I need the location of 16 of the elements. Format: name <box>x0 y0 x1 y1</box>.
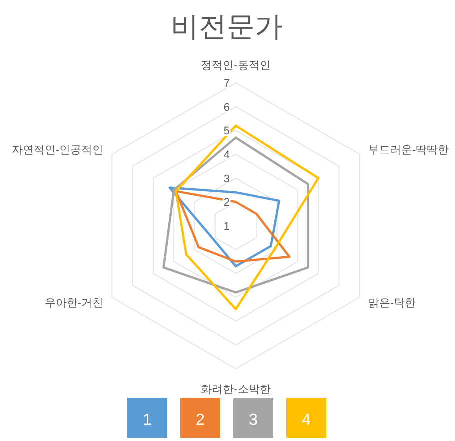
spoke-label: 정적인-동적인 <box>201 60 271 72</box>
text: 1 <box>143 412 152 429</box>
text: 3 <box>249 412 258 429</box>
y-tick-label: 4 <box>224 150 230 162</box>
y-tick-label: 1 <box>224 221 230 233</box>
spoke-label: 부드러운-딱딱한 <box>368 144 450 156</box>
y-tick-label: 7 <box>224 78 230 90</box>
y-tick-label: 6 <box>224 102 230 114</box>
spoke-label: 자연적인-인공적인 <box>12 144 104 156</box>
spoke-label: 우아한-거친 <box>44 298 104 310</box>
text: 4 <box>302 412 312 429</box>
y-tick-label: 3 <box>224 173 230 186</box>
chart-title: 비전문가 <box>171 11 283 42</box>
spoke-label: 화려한-소박한 <box>201 384 271 396</box>
spoke-label: 맑은-탁한 <box>368 298 416 310</box>
text: 2 <box>196 412 206 429</box>
